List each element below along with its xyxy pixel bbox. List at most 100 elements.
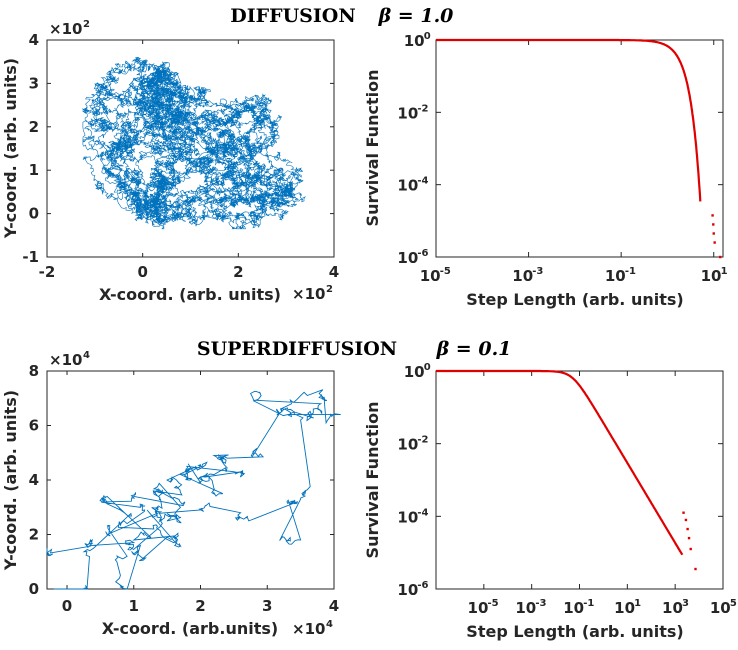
y-tick-label: 0	[29, 205, 39, 223]
y-tick-label: 10 -4	[397, 507, 428, 526]
diffusion-survival-curve	[436, 38, 702, 202]
y-axis-label: Y-coord. (arb. units)	[1, 58, 20, 239]
x-tick-label-base: 10	[662, 599, 683, 617]
x-tick-label: 10 -1	[605, 266, 636, 285]
y-tick-label: 6	[29, 417, 39, 435]
x-tick-label-exp: 3	[682, 598, 689, 609]
diffusion-walk-trajectory	[81, 57, 306, 230]
superdiffusion-survival-curve	[436, 369, 684, 556]
x-tick-label: 10 1	[701, 266, 728, 285]
y-tick-label-base: 10	[404, 363, 425, 381]
y-tick-label-base: 10	[397, 436, 418, 454]
x-tick-label: 10 3	[662, 598, 689, 617]
y-tick-label: 10 0	[404, 362, 431, 381]
diffusion-survival-point	[719, 255, 722, 259]
y-tick-label: 2	[29, 526, 39, 544]
y-tick-label: 10 -2	[397, 435, 428, 454]
x-tick-label: 10 5	[710, 598, 737, 617]
superdiffusion-survival-point	[689, 547, 692, 551]
x-axis-label: Step Length (arb. units)	[466, 622, 683, 641]
y-tick-label-exp: -4	[417, 176, 428, 187]
y-multiplier-base: ×10	[49, 20, 82, 38]
y-tick-label: 1	[29, 161, 39, 179]
superdiffusion-survival-axes-box	[435, 370, 724, 590]
y-multiplier: ×10 2	[49, 19, 90, 38]
y-tick-label-exp: -4	[417, 507, 428, 518]
y-tick-label-base: 10	[404, 32, 425, 50]
y-tick-label: 4	[29, 31, 39, 49]
superdiffusion-title: SUPERDIFFUSION	[197, 338, 397, 360]
x-multiplier-base: ×10	[292, 620, 325, 638]
superdiffusion-survival-point	[686, 527, 689, 531]
x-tick-label-exp: -3	[532, 266, 543, 277]
y-tick-label: 10 -6	[397, 248, 428, 267]
diffusion-survival-point	[713, 241, 716, 244]
superdiffusion-survival-panel: 10 -5 10 -3 10 -1 10 1 10 3 10 510 010 -210 -410 -6Step…	[363, 362, 737, 641]
x-tick-label-exp: 1	[721, 266, 728, 277]
y-tick-label-exp: 0	[424, 362, 431, 373]
y-tick-label: 8	[29, 362, 39, 380]
x-tick-label-exp: -5	[488, 598, 499, 609]
x-tick-label-base: 10	[420, 267, 441, 285]
superdiffusion-walk-trajectory	[46, 389, 341, 590]
y-tick-label-exp: -6	[417, 248, 428, 259]
y-tick-label-base: 10	[397, 581, 418, 599]
x-tick-label-base: 10	[512, 267, 533, 285]
x-tick-label: 0	[137, 263, 147, 281]
superdiffusion-survival-point	[694, 567, 697, 571]
y-tick-label-exp: -2	[417, 103, 428, 114]
x-multiplier: ×10 2	[292, 284, 333, 303]
x-tick-label-base: 10	[515, 599, 536, 617]
diffusion-survival-axes-box	[435, 39, 724, 258]
diffusion-title: DIFFUSION	[230, 5, 355, 27]
x-tick-label-base: 10	[468, 599, 489, 617]
y-tick-label-exp: -2	[417, 435, 428, 446]
diffusion-survival-point	[712, 232, 715, 235]
y-multiplier-base: ×10	[49, 351, 82, 369]
x-tick-label: 10 -1	[563, 598, 594, 617]
x-multiplier-exp: 4	[326, 619, 333, 630]
diffusion-survival-point	[711, 214, 714, 217]
y-tick-label: 10 -4	[397, 176, 428, 195]
x-tick-label-exp: -3	[535, 598, 546, 609]
y-tick-label-base: 10	[397, 104, 418, 122]
superdiffusion-survival-point	[684, 518, 688, 522]
y-tick-label: -1	[22, 248, 39, 266]
x-tick-label: 3	[262, 597, 272, 615]
x-axis-label: Step Length (arb. units)	[466, 290, 683, 309]
x-multiplier-base: ×10	[292, 285, 325, 303]
x-tick-label-exp: -1	[625, 266, 636, 277]
y-tick-label: 4	[29, 471, 39, 489]
x-tick-label-base: 10	[614, 599, 635, 617]
x-tick-label-base: 10	[605, 267, 626, 285]
superdiffusion-survival-point	[687, 536, 691, 540]
x-tick-label: 10 1	[614, 598, 641, 617]
y-tick-label-exp: 0	[424, 31, 431, 42]
y-tick-label: 10 -6	[397, 580, 428, 599]
diffusion-survival-point	[712, 223, 715, 226]
x-tick-label-base: 10	[701, 267, 722, 285]
x-axis-label: X-coord. (arb. units)	[99, 285, 281, 304]
y-tick-label-exp: -6	[417, 580, 428, 591]
y-tick-label-base: 10	[397, 249, 418, 267]
y-tick-label: 0	[29, 580, 39, 598]
y-tick-label: 10 -2	[397, 103, 428, 122]
x-tick-label: 1	[129, 597, 139, 615]
diffusion-beta: β = 1.0	[378, 5, 454, 27]
x-tick-label: 4	[329, 263, 339, 281]
x-multiplier: ×10 4	[292, 619, 333, 638]
x-tick-label: 2	[195, 597, 205, 615]
superdiffusion-beta: β = 0.1	[436, 338, 512, 360]
superdiffusion-survival-point	[682, 511, 685, 514]
x-tick-label-exp: -1	[583, 598, 594, 609]
x-tick-label: 0	[62, 597, 72, 615]
y-tick-label-base: 10	[397, 508, 418, 526]
x-tick-label: 10 -3	[515, 598, 546, 617]
y-tick-label: 10 0	[404, 31, 431, 50]
x-axis-label: X-coord. (arb.units)	[102, 619, 278, 638]
x-tick-label-exp: 5	[730, 598, 737, 609]
x-tick-label-exp: -5	[440, 266, 451, 277]
